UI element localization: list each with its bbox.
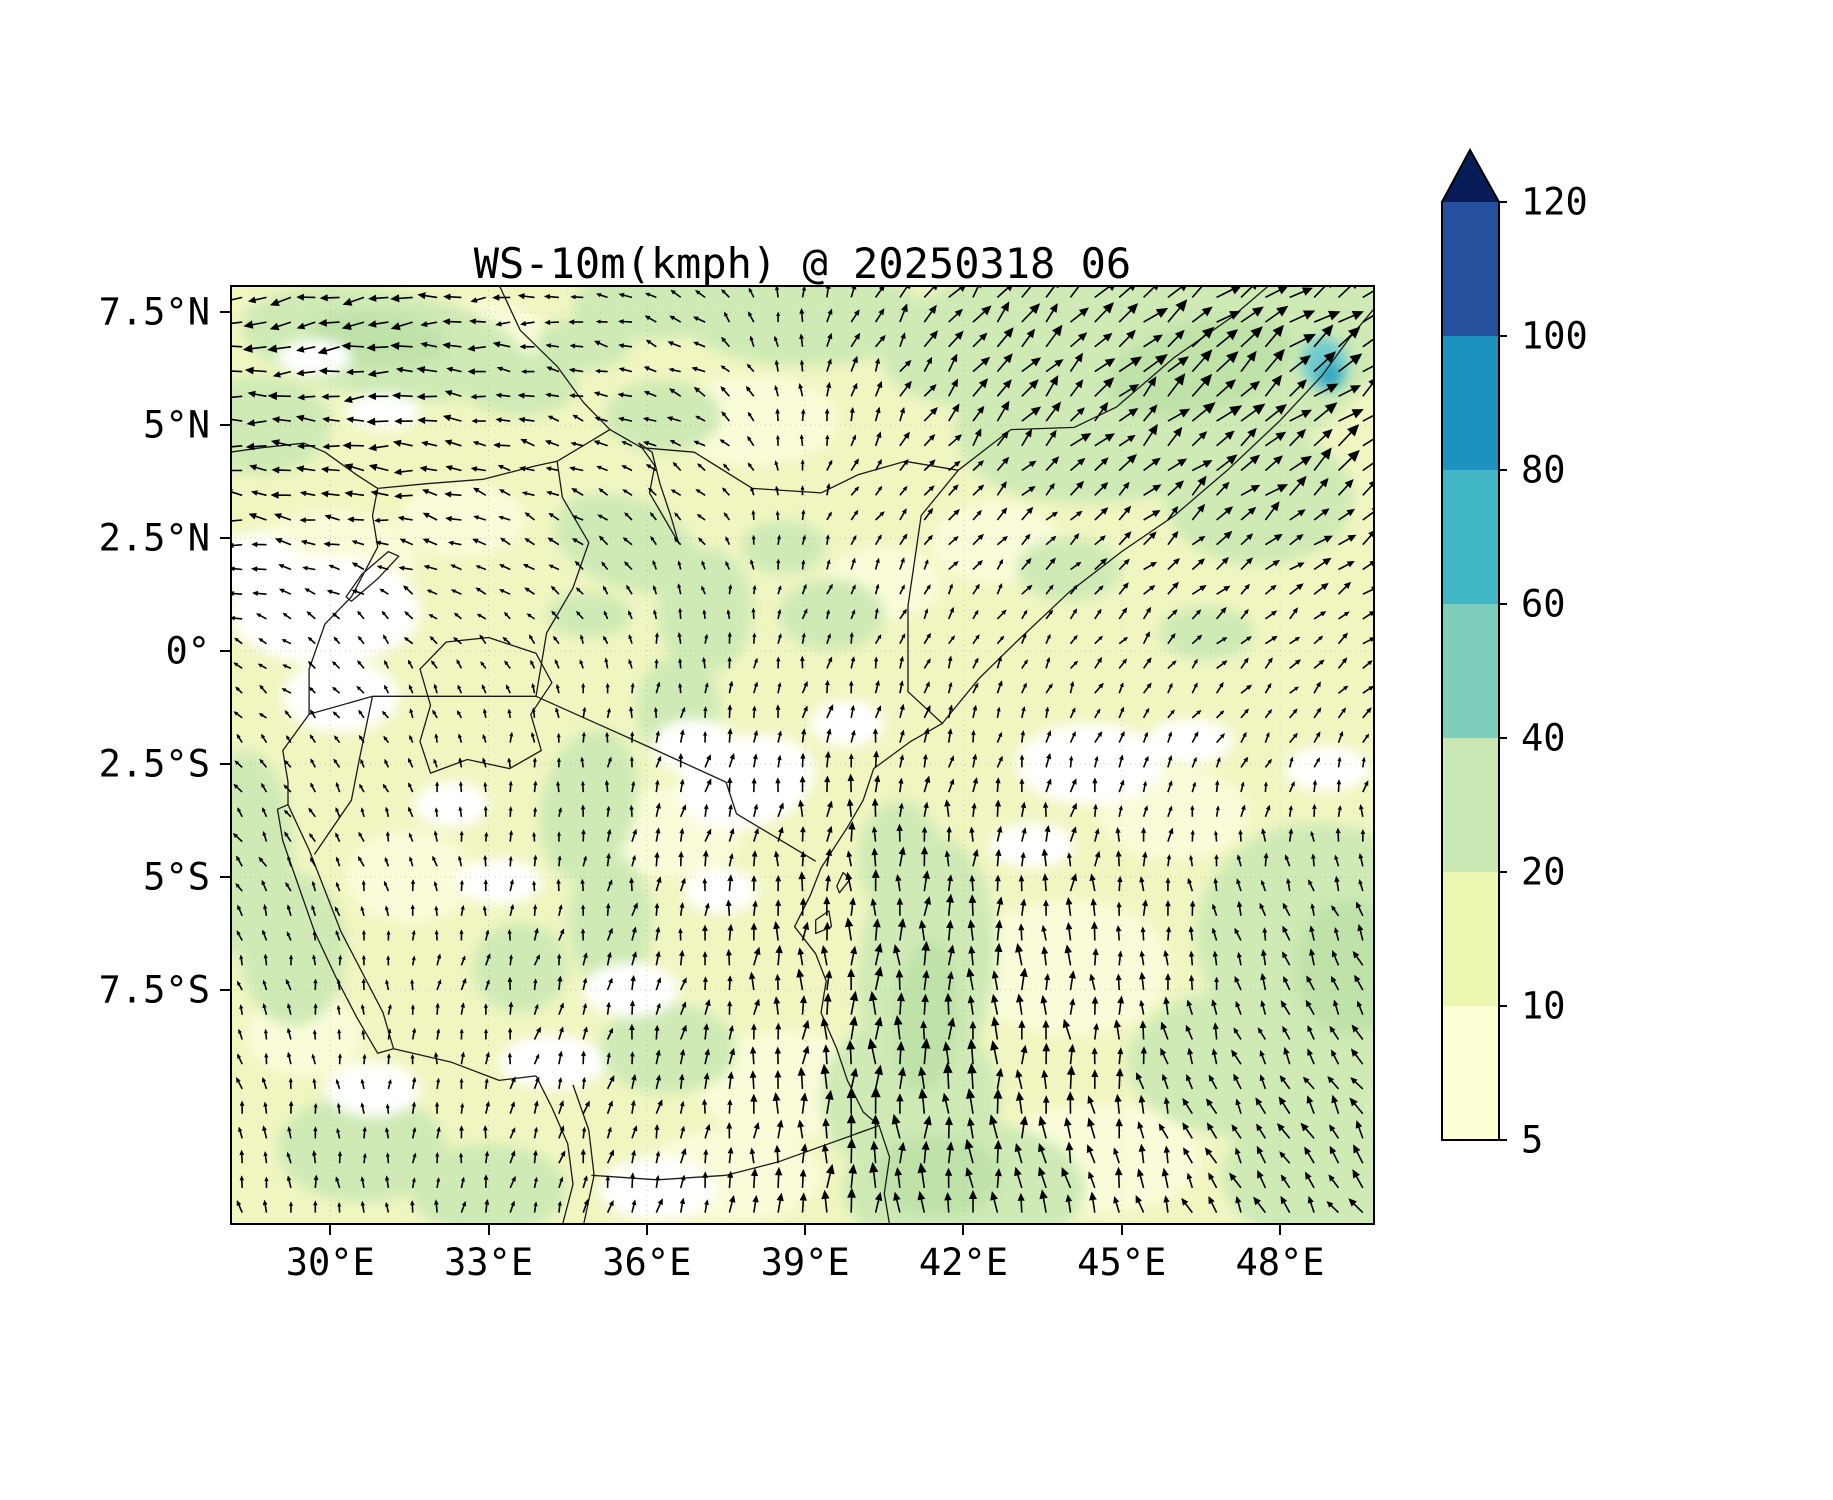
y-axis-tick-label: 7.5°S (98, 968, 210, 1012)
colorbar-segment (1442, 1006, 1499, 1140)
x-axis-tick-label: 45°E (1077, 1241, 1167, 1284)
y-axis-tick (220, 424, 230, 427)
colorbar-gradient (1441, 147, 1507, 1141)
x-axis-tick-label: 36°E (602, 1241, 692, 1284)
colorbar-segment (1442, 470, 1499, 604)
y-axis-tick-label: 0° (165, 629, 210, 673)
y-axis-tick (220, 763, 230, 766)
y-axis-tick-label: 5°S (143, 855, 210, 899)
lake-outline (419, 636, 553, 774)
colorbar-tick-label: 10 (1521, 984, 1566, 1028)
y-axis-tick (220, 311, 230, 314)
y-axis-tick-label: 2.5°N (98, 516, 210, 560)
x-axis-tick (329, 1225, 332, 1235)
colorbar-segment (1442, 336, 1499, 470)
colorbar-segment (1442, 738, 1499, 872)
map-plot (230, 285, 1375, 1225)
map-frame (230, 285, 1375, 1225)
colorbar-tick-label: 120 (1521, 180, 1588, 224)
wind-vector-field (230, 285, 1375, 1214)
colorbar-tick-label: 5 (1521, 1118, 1544, 1162)
y-axis-tick (220, 876, 230, 879)
country-borders (230, 285, 1375, 1225)
lake-outline (836, 871, 851, 894)
y-axis-tick (220, 650, 230, 653)
map-gridlines (230, 285, 1375, 1225)
colorbar (1441, 146, 1513, 1148)
colorbar-segment (1442, 604, 1499, 738)
colorbar-tick-label: 60 (1521, 582, 1566, 626)
x-axis-tick-label: 42°E (918, 1241, 1008, 1284)
x-axis-tick-label: 48°E (1235, 1241, 1325, 1284)
colorbar-tick-label: 40 (1521, 716, 1566, 760)
y-axis-tick-label: 7.5°N (98, 290, 210, 334)
colorbar-tick-label: 100 (1521, 314, 1588, 358)
x-axis-tick (487, 1225, 490, 1235)
colorbar-segment (1442, 872, 1499, 1006)
x-axis-tick (1120, 1225, 1123, 1235)
x-axis-tick (962, 1225, 965, 1235)
x-axis-tick-label: 33°E (443, 1241, 534, 1284)
lake-outline (345, 550, 400, 602)
colorbar-extend-triangle (1442, 150, 1499, 202)
colorbar-tick-label: 80 (1521, 448, 1566, 492)
x-axis-tick-label: 30°E (285, 1241, 375, 1284)
x-axis-tick (804, 1225, 807, 1235)
x-axis-tick-label: 39°E (760, 1241, 850, 1284)
colorbar-tick-label: 20 (1521, 850, 1566, 894)
y-axis-tick-label: 5°N (143, 403, 210, 447)
plot-title-line1: WS-10m(kmph) @ 20250318_06 (473, 239, 1132, 288)
x-axis-tick (645, 1225, 648, 1235)
wind-speed-shading (230, 285, 1375, 1225)
x-axis-tick (1279, 1225, 1282, 1235)
y-axis-tick-label: 2.5°S (98, 742, 210, 786)
colorbar-outline (1441, 147, 1500, 1141)
y-axis-tick (220, 989, 230, 991)
wind-map (230, 285, 1375, 1225)
colorbar-segment (1442, 202, 1499, 336)
y-axis-tick (220, 537, 230, 540)
